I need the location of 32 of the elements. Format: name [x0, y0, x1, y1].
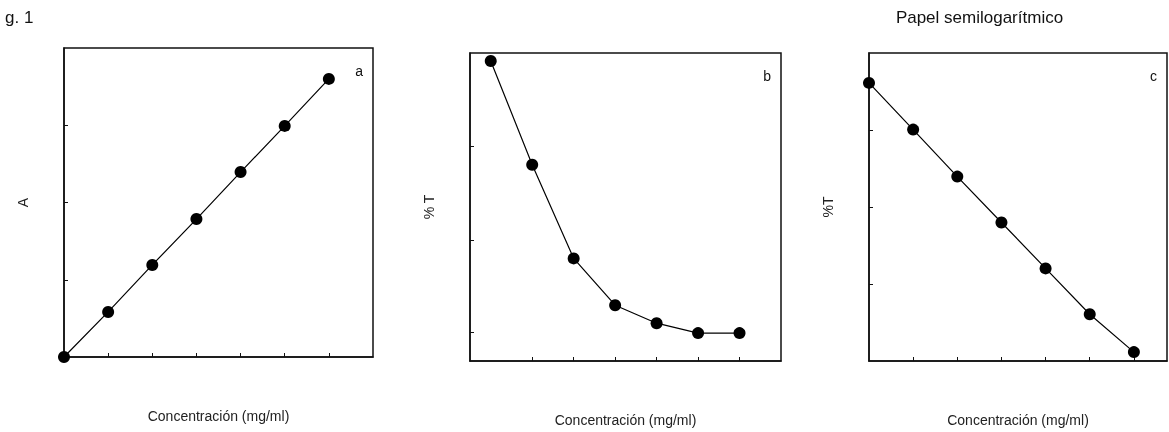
- point: [1083, 308, 1096, 321]
- point: [863, 76, 875, 89]
- point: [609, 299, 622, 312]
- point: [907, 123, 920, 136]
- chart-title: Papel semilogarítmico: [895, 8, 1064, 27]
- point: [278, 119, 291, 132]
- point: [58, 351, 70, 363]
- point: [102, 305, 115, 318]
- y-axis-title: A: [15, 197, 31, 208]
- y-axis-title: % T: [421, 194, 437, 220]
- point: [526, 158, 539, 171]
- x-axis-title: Concentración (mg/ml): [554, 412, 697, 428]
- point: [650, 317, 663, 330]
- point: [1127, 346, 1140, 359]
- x-axis-title: Concentración (mg/ml): [947, 412, 1089, 428]
- x-axis-title: Concentración (mg/ml): [147, 408, 290, 424]
- point: [733, 327, 746, 340]
- point: [1039, 262, 1052, 275]
- point: [190, 213, 203, 226]
- point: [951, 170, 964, 183]
- annotation: c: [1150, 68, 1157, 84]
- annotation: b: [763, 68, 772, 84]
- annotation: a: [355, 63, 364, 79]
- point: [567, 252, 580, 265]
- point: [995, 216, 1008, 229]
- chart-title: g. 1: [5, 8, 34, 27]
- y-axis-title: %T: [820, 196, 836, 218]
- point: [234, 166, 247, 179]
- point: [692, 327, 705, 340]
- point: [484, 55, 497, 67]
- point: [146, 258, 159, 271]
- point: [322, 72, 335, 85]
